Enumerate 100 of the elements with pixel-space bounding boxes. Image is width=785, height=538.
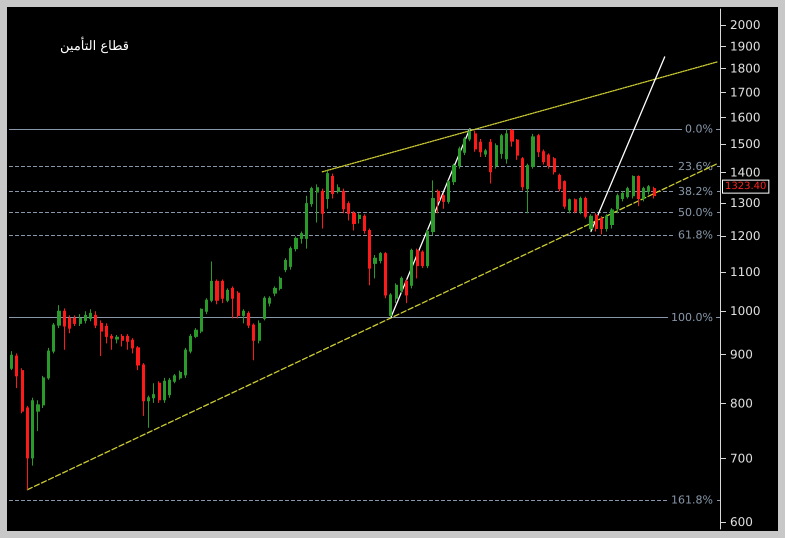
candlestick (252, 322, 255, 361)
candlestick (437, 189, 440, 214)
candlestick (510, 128, 514, 148)
candlestick (36, 400, 40, 432)
candlestick (416, 248, 419, 279)
y-tick-label: 1600 (730, 110, 761, 124)
candlestick (537, 133, 540, 158)
candlestick (136, 346, 140, 371)
candlestick (347, 200, 350, 221)
candlestick (142, 362, 145, 416)
annotation: 61.8% (678, 228, 713, 242)
candlestick (279, 276, 282, 291)
candlestick (31, 397, 34, 466)
candlestick (247, 310, 250, 329)
candlestick (389, 292, 392, 318)
y-tick-label: 800 (730, 396, 753, 410)
candlestick (110, 334, 113, 350)
candlestick (68, 314, 71, 334)
candlestick (410, 248, 413, 289)
y-tick-label: 1800 (730, 62, 761, 76)
y-tick-label: 1900 (730, 39, 761, 54)
candlestick (205, 298, 208, 315)
candlestick (442, 193, 445, 210)
candlestick (26, 405, 29, 490)
candlestick (568, 198, 571, 214)
candlestick (42, 375, 45, 409)
candlestick (621, 190, 624, 202)
annotation: 50.0% (678, 206, 713, 220)
y-tick-label: 2000 (730, 18, 761, 32)
candlestick (379, 252, 382, 264)
candlestick (463, 136, 466, 156)
y-tick-label: 1700 (730, 85, 761, 100)
candlestick (337, 184, 340, 194)
candlestick (94, 310, 97, 329)
y-tick-label: 1300 (730, 196, 761, 210)
candlestick (284, 258, 287, 273)
annotation: 161.8% (671, 493, 713, 506)
candlestick (405, 278, 408, 304)
candlestick (79, 314, 82, 326)
y-tick-label: 1400 (730, 165, 761, 180)
candlestick (242, 308, 245, 324)
annotation: 38.2% (678, 184, 713, 198)
candlestick (263, 296, 266, 321)
candlestick (647, 184, 650, 195)
candlestick (100, 320, 103, 357)
candlestick (626, 186, 629, 200)
y-tick-label: 700 (730, 451, 753, 466)
candlestick (52, 322, 55, 354)
candlestick (47, 347, 50, 380)
candlestick (342, 188, 345, 214)
candlestick (63, 308, 66, 350)
candlestick (358, 212, 361, 224)
candlestick (173, 373, 176, 384)
candlestick (632, 174, 635, 200)
candlestick (300, 231, 303, 244)
candlestick (637, 174, 640, 207)
candlestick (115, 334, 119, 344)
candlestick (152, 382, 155, 404)
candlestick (400, 276, 403, 294)
candlestick (15, 352, 18, 389)
candlestick (163, 377, 166, 404)
candlestick (610, 208, 614, 230)
candlestick (294, 236, 298, 252)
candlestick (310, 186, 313, 208)
candlestick (352, 210, 356, 232)
candlestick (642, 186, 645, 202)
candlestick (221, 278, 224, 304)
candlestick (89, 308, 92, 322)
candlestick (305, 195, 308, 250)
candlestick (616, 193, 619, 214)
candlestick (426, 229, 429, 269)
y-tick-label: 1100 (730, 264, 761, 279)
candlestick (168, 377, 171, 398)
candlestick (210, 261, 213, 303)
candlestick (579, 196, 582, 215)
candlestick (84, 310, 87, 324)
candlestick (516, 138, 519, 160)
candlestick (452, 163, 456, 186)
candlestick (468, 128, 471, 142)
candlestick (489, 138, 492, 184)
candlestick (147, 395, 150, 428)
candlestick (131, 338, 134, 354)
candlestick (237, 290, 240, 319)
candlestick (521, 156, 524, 191)
candlestick (21, 368, 24, 414)
annotation: 100.0% (671, 310, 713, 324)
candlestick (289, 246, 292, 270)
y-tick-label: 1000 (730, 304, 761, 318)
candlestick (158, 380, 161, 404)
candlestick (331, 173, 334, 200)
candlestick (484, 148, 487, 158)
text: 1323.40 (725, 181, 766, 192)
candlestick (584, 196, 587, 219)
candlestick (215, 278, 219, 305)
candlestick (194, 328, 198, 339)
candlestick (184, 347, 187, 378)
candlestick (526, 163, 529, 214)
candlestick (458, 146, 461, 170)
candlestick (10, 350, 13, 371)
candlestick (500, 133, 503, 160)
